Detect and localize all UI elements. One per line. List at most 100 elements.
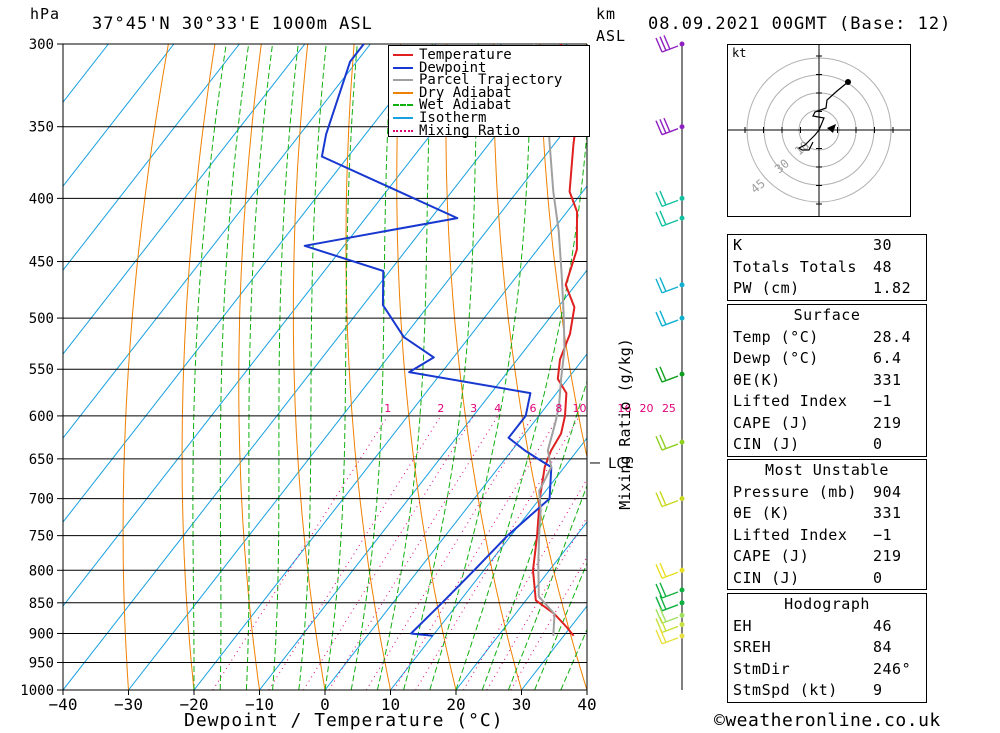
wind-barb-flag [659,491,667,506]
hodograph-top-point [845,79,851,85]
wind-barb-flag [655,563,663,579]
mixing-ratio-label: 6 [530,402,537,415]
wind-barb-shaft [661,616,679,624]
isotherm-line [63,44,568,690]
wind-barb-flag [659,562,667,578]
mixing-ratio-label: 2 [437,402,444,415]
table-row: CAPE (J) 219 [728,413,926,435]
legend-item: Dry Adiabat [393,84,512,101]
row-key: Totals Totals [733,257,857,276]
row-value: 6.4 [873,349,902,367]
row-key: PW (cm) [733,279,800,297]
series-parcel-trajectory [533,44,566,636]
y-tick-label: 350 [29,120,54,136]
wind-barb-shaft [661,571,679,579]
legend-label: Isotherm [419,110,487,126]
series-temperature [532,44,580,637]
legend-swatch [393,54,413,56]
row-value: 48 [873,257,893,276]
wet-adiabat-line [403,44,479,690]
surface-table: Surface Temp (°C) 28.4 Dewp (°C) 6.4 θE(K) 331… [727,304,927,457]
wet-adiabat-line [455,125,587,690]
dry-adiabat-line [122,44,169,690]
mixing-ratio-label: 3 [470,402,477,415]
sounding-series [303,44,580,637]
isotherm-line [193,185,587,690]
row-key: SREH [733,638,772,656]
mixing-ratio-line [268,415,442,690]
row-value: 30 [873,236,893,254]
wind-barb-flag [655,583,663,599]
table-row: θE(K) 331 [728,370,926,392]
row-key: Temp (°C) [733,327,819,346]
row-key: θE(K) [733,370,781,389]
wind-barbs-column [655,35,685,690]
wind-barb-flag [655,192,663,207]
y-tick-label: 300 [29,37,54,53]
wind-barb-shaft [661,591,679,599]
legend-item: Mixing Ratio [393,124,520,138]
mixing-ratio-label: 4 [494,402,501,415]
row-key: θE (K) [733,504,791,522]
km-label: km [596,5,617,23]
wind-barb-flag [655,120,663,135]
station-location: 37°45'N 30°33'E 1000m ASL [92,14,373,34]
wind-barb-flag [655,311,663,327]
y-tick-label: 600 [29,409,54,425]
mixing-ratio-label: 8 [555,402,562,415]
y-tick-label: 800 [29,563,54,579]
table-title: Surface [793,306,861,324]
row-key: Lifted Index [733,525,848,544]
legend-label: Temperature [419,47,512,63]
dry-adiabat-line [181,44,216,690]
y-tick-label: 850 [29,596,54,612]
most-unstable-table: Most Unstable Pressure (mb) 904 θE (K) 331 Li… [727,459,927,590]
table-row: Lifted Index −1 [728,391,926,413]
dry-adiabat-line [539,44,587,460]
table-row: Lifted Index −1 [728,525,926,547]
mixing-ratio-label: 1 [384,402,391,415]
x-tick-label: −20 [180,695,209,714]
legend-label: Dry Adiabat [419,84,512,101]
wind-level-dot [679,633,685,639]
isotherm-line [63,44,175,187]
isotherm-line [455,521,587,690]
table-row: Dewp (°C) 6.4 [728,348,926,370]
wind-barb-flag [655,278,663,294]
mixing-ratio-label: 10 [573,402,587,415]
table-row: PW (cm) 1.82 [728,278,926,300]
dry-adiabat-line [292,44,326,690]
row-value: −1 [873,392,893,410]
table-row: StmSpd (kt) 9 [728,680,926,702]
row-value: 84 [873,638,893,656]
wind-barb-flag [655,211,663,227]
row-key: EH [733,616,753,635]
wind-barb-flag [659,190,667,206]
row-key: K [733,236,743,254]
y-tick-label: 450 [29,255,54,271]
table-row: CIN (J) 0 [728,434,926,456]
x-tick-label: −40 [49,695,78,714]
legend-item: Temperature [393,47,512,63]
wind-level-dot [679,282,685,288]
wind-barb-flag [663,35,671,50]
wet-adiabat-line [298,44,327,690]
wind-barb-flag [659,277,667,292]
legend-swatch [393,66,413,69]
wind-barb-flag [659,607,667,623]
legend-swatch [393,91,413,94]
lcl-label: LCL [608,456,633,472]
copyright-footer: ©weatheronline.co.uk [714,710,941,731]
hodograph-unit: kt [732,46,746,60]
wet-adiabat-line [324,44,358,690]
row-value: 0 [873,435,883,453]
dry-adiabat-line [958,44,1000,690]
x-tick-label: −30 [114,695,143,714]
wind-level-dot [679,621,685,627]
wind-level-dot [679,567,685,573]
legend-item: Isotherm [393,110,487,126]
table-title: Most Unstable [765,461,889,479]
y-tick-label: 750 [29,529,54,545]
row-value: 219 [873,413,902,432]
